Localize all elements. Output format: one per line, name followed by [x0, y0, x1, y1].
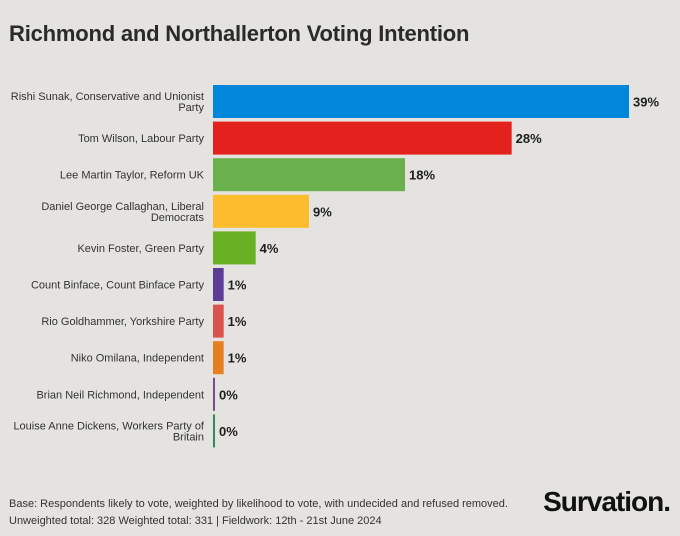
value-label-5: 1%	[228, 278, 247, 293]
category-label-0: Rishi Sunak, Conservative and Unionist Pa…	[11, 91, 205, 114]
footnote-base: Base: Respondents likely to vote, weight…	[9, 498, 508, 510]
category-label-6: Rio Goldhammer, Yorkshire Party	[41, 316, 204, 328]
bar-chart: 39% Rishi Sunak, Conservative and Unionis…	[11, 85, 659, 448]
value-label-6: 1%	[228, 314, 247, 329]
value-label-9: 0%	[219, 424, 238, 439]
category-label-7: Niko Omilana, Independent	[71, 353, 204, 365]
bar-4	[213, 231, 256, 265]
bar-2	[213, 158, 405, 192]
category-label-4: Kevin Foster, Green Party	[77, 243, 204, 255]
value-label-4: 4%	[260, 241, 279, 256]
bar-6	[213, 304, 224, 338]
category-label-5: Count Binface, Count Binface Party	[31, 280, 205, 292]
survation-logo: Survation.	[543, 486, 671, 517]
bar-7	[213, 341, 224, 375]
footnote-totals: Unweighted total: 328 Weighted total: 33…	[9, 515, 382, 527]
bar-5	[213, 268, 224, 301]
category-label-3: Daniel George Callaghan, Liberal Democrat…	[41, 201, 204, 224]
category-label-9: Louise Anne Dickens, Workers Party of Bri…	[13, 420, 204, 443]
value-label-7: 1%	[228, 351, 247, 366]
category-label-2: Lee Martin Taylor, Reform UK	[60, 170, 205, 182]
bar-9	[213, 414, 215, 448]
value-label-2: 18%	[409, 168, 435, 183]
category-label-1: Tom Wilson, Labour Party	[78, 133, 204, 145]
value-label-0: 39%	[633, 95, 659, 110]
bar-3	[213, 194, 309, 228]
chart-title: Richmond and Northallerton Voting Intent…	[9, 21, 470, 46]
value-label-1: 28%	[516, 131, 542, 146]
value-label-8: 0%	[219, 387, 238, 402]
bar-1	[213, 121, 512, 155]
bar-8	[213, 377, 215, 411]
category-label-8: Brian Neil Richmond, Independent	[36, 389, 204, 401]
value-label-3: 9%	[313, 204, 332, 219]
bar-0	[213, 85, 629, 118]
